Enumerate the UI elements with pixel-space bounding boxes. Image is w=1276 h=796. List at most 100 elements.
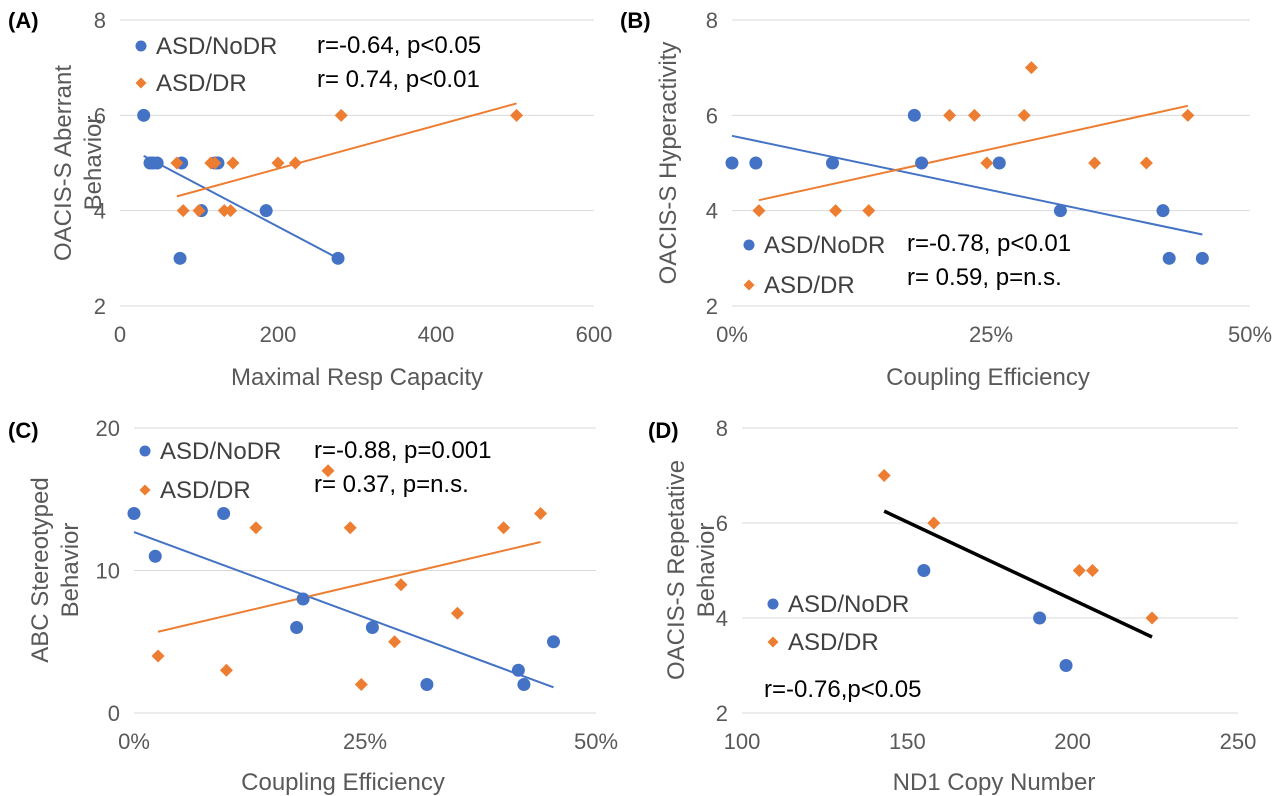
y-axis-title: ABC Stereotyped Behavior — [27, 477, 84, 662]
legend-label-asd-dr: ASD/DR — [788, 629, 879, 656]
legend-label-asd-dr: ASD/DR — [160, 477, 251, 504]
data-point-asd-dr — [1145, 611, 1159, 625]
stat-annotation: r=-0.64, p<0.05 — [317, 32, 481, 59]
data-point-asd-dr — [219, 663, 233, 677]
data-point-asd-dr — [1072, 564, 1086, 577]
y-tick-label: 2 — [716, 701, 728, 726]
data-point-asd-nodr — [150, 156, 164, 170]
x-axis-title: Coupling Efficiency — [241, 769, 445, 796]
data-point-asd-dr — [271, 156, 285, 170]
y-tick-label: 2 — [706, 294, 718, 319]
stat-annotation: r=-0.76,p<0.05 — [764, 676, 921, 703]
trendline-asd-nodr — [133, 531, 554, 689]
data-point-asd-nodr — [546, 635, 560, 649]
y-tick-label: 20 — [96, 416, 120, 441]
data-point-asd-nodr — [259, 204, 273, 218]
data-point-asd-dr — [967, 108, 981, 122]
data-point-asd-dr — [354, 678, 368, 691]
data-point-asd-nodr — [749, 156, 763, 170]
trendline-asd-dr — [176, 102, 517, 198]
data-point-asd-nodr — [137, 108, 151, 122]
y-tick-label: 4 — [716, 606, 728, 631]
trendline-asd-nodr — [731, 134, 1203, 236]
x-tick-label: 25% — [969, 322, 1013, 347]
data-point-asd-nodr — [1162, 251, 1176, 265]
y-axis-title: OACIS-S Aberrant Behavior — [50, 65, 107, 261]
data-point-asd-nodr — [725, 156, 739, 170]
x-axis-title: Coupling Efficiency — [886, 364, 1090, 391]
data-point-asd-dr — [497, 521, 511, 535]
data-point-asd-dr — [334, 108, 348, 122]
chart-panel-c: 0 10 20 0% 25% 50% Coupling Efficiency ABC Ster… — [8, 416, 618, 796]
legend-marker-asd-nodr — [135, 40, 147, 52]
legend-marker-asd-nodr — [767, 598, 779, 610]
x-axis-title: Maximal Resp Capacity — [231, 364, 483, 391]
y-tick-label: 10 — [96, 559, 120, 584]
y-tick-label: 6 — [716, 511, 728, 536]
data-point-asd-dr — [534, 507, 548, 520]
trendline-combined — [883, 509, 1153, 639]
chart-panel-d: 2 4 6 8 100 150 200 250 ND1 Copy Number OACIS-S R… — [648, 416, 1256, 796]
data-point-asd-nodr — [1195, 251, 1209, 265]
data-point-asd-dr — [192, 204, 206, 218]
y-axis-title-line: Behavior — [80, 116, 107, 211]
x-tick-label: 400 — [418, 322, 455, 347]
data-point-asd-dr — [1017, 108, 1031, 122]
data-point-asd-nodr — [992, 156, 1006, 170]
data-point-asd-dr — [288, 156, 302, 170]
y-tick-label: 8 — [94, 8, 106, 33]
y-tick-label: 4 — [94, 199, 106, 224]
data-point-asd-dr — [877, 469, 891, 482]
x-tick-label: 0% — [118, 729, 150, 754]
stat-annotation: r=-0.88, p=0.001 — [314, 437, 491, 464]
chart-panel-a: 2 4 6 8 0 200 400 600 Maximal Resp Capacity OACIS… — [8, 8, 612, 391]
data-point-asd-nodr — [296, 592, 310, 606]
data-point-asd-dr — [176, 204, 190, 218]
x-tick-label: 200 — [260, 322, 297, 347]
x-tick-label: 100 — [724, 729, 761, 754]
y-tick-label: 4 — [706, 199, 718, 224]
chart-panel-b: 2 4 6 8 0% 25% 50% Coupling Efficiency OACIS-S H… — [620, 8, 1272, 391]
data-point-asd-dr — [510, 108, 524, 122]
y-tick-label: 6 — [94, 103, 106, 128]
stat-annotation: r= 0.74, p<0.01 — [317, 66, 480, 93]
data-point-asd-nodr — [1059, 659, 1073, 672]
y-axis-title-line: Behavior — [57, 523, 84, 618]
data-point-asd-dr — [151, 649, 165, 663]
data-point-asd-nodr — [420, 678, 434, 691]
panel-label: (C) — [8, 418, 39, 443]
x-tick-label: 50% — [574, 729, 618, 754]
x-tick-label: 150 — [889, 729, 926, 754]
y-tick-label: 8 — [706, 8, 718, 33]
data-point-asd-dr — [388, 635, 402, 649]
data-point-asd-dr — [321, 464, 335, 478]
x-tick-label: 0 — [114, 322, 126, 347]
data-point-asd-dr — [1181, 108, 1195, 122]
legend-label-asd-dr: ASD/DR — [156, 70, 247, 97]
y-axis-title-line: Behavior — [693, 523, 720, 618]
data-point-asd-dr — [450, 606, 464, 620]
data-point-asd-nodr — [907, 108, 921, 122]
panel-label: (B) — [620, 8, 651, 33]
y-axis-title: OACIS-S Repetative Behavior — [663, 460, 720, 680]
y-axis-title-line: OACIS-S Aberrant — [50, 65, 77, 261]
stat-annotation: r= 0.59, p=n.s. — [907, 264, 1062, 291]
y-axis-title-line: ABC Stereotyped — [27, 477, 54, 662]
data-point-asd-dr — [752, 204, 766, 218]
trendline-asd-dr — [157, 541, 541, 633]
legend-marker-asd-dr — [135, 77, 147, 89]
x-tick-label: 50% — [1228, 322, 1272, 347]
legend-label-asd-dr: ASD/DR — [764, 272, 855, 299]
legend-marker-asd-dr — [767, 636, 779, 648]
x-axis-title: ND1 Copy Number — [893, 769, 1096, 796]
data-point-asd-dr — [829, 204, 843, 218]
y-tick-label: 0 — [108, 701, 120, 726]
data-point-asd-nodr — [517, 678, 531, 691]
x-tick-label: 600 — [576, 322, 613, 347]
data-point-asd-dr — [1139, 156, 1153, 170]
data-point-asd-dr — [208, 156, 222, 170]
data-point-asd-nodr — [365, 621, 379, 634]
x-tick-label: 0% — [716, 322, 748, 347]
panel-label: (D) — [648, 418, 679, 443]
